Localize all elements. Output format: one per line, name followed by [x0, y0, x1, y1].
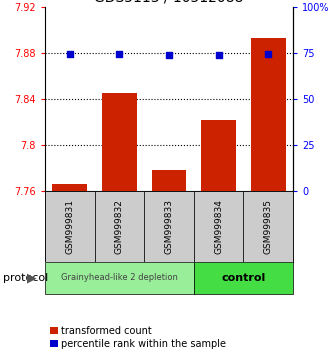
Text: GSM999833: GSM999833 — [165, 199, 173, 254]
Text: protocol: protocol — [3, 273, 49, 283]
Text: Grainyhead-like 2 depletion: Grainyhead-like 2 depletion — [61, 273, 178, 282]
Bar — [251, 38, 286, 191]
Bar — [45, 262, 194, 294]
Point — [266, 51, 271, 57]
Text: GSM999831: GSM999831 — [65, 199, 74, 254]
Bar — [45, 191, 95, 262]
Text: ▶: ▶ — [27, 272, 36, 284]
Text: GSM999834: GSM999834 — [214, 199, 223, 254]
Point — [216, 52, 221, 58]
Bar — [102, 93, 137, 191]
Bar — [95, 191, 144, 262]
Point — [117, 51, 122, 57]
Text: control: control — [221, 273, 265, 283]
Bar — [52, 184, 87, 191]
Legend: transformed count, percentile rank within the sample: transformed count, percentile rank withi… — [50, 326, 226, 349]
Bar — [144, 191, 194, 262]
Bar — [152, 171, 186, 191]
Text: GSM999835: GSM999835 — [264, 199, 273, 254]
Title: GDS5113 / 10512088: GDS5113 / 10512088 — [94, 0, 244, 5]
Point — [166, 52, 172, 58]
Bar — [194, 262, 293, 294]
Bar — [201, 120, 236, 191]
Bar — [194, 191, 243, 262]
Bar — [243, 191, 293, 262]
Text: GSM999832: GSM999832 — [115, 199, 124, 254]
Point — [67, 51, 73, 57]
